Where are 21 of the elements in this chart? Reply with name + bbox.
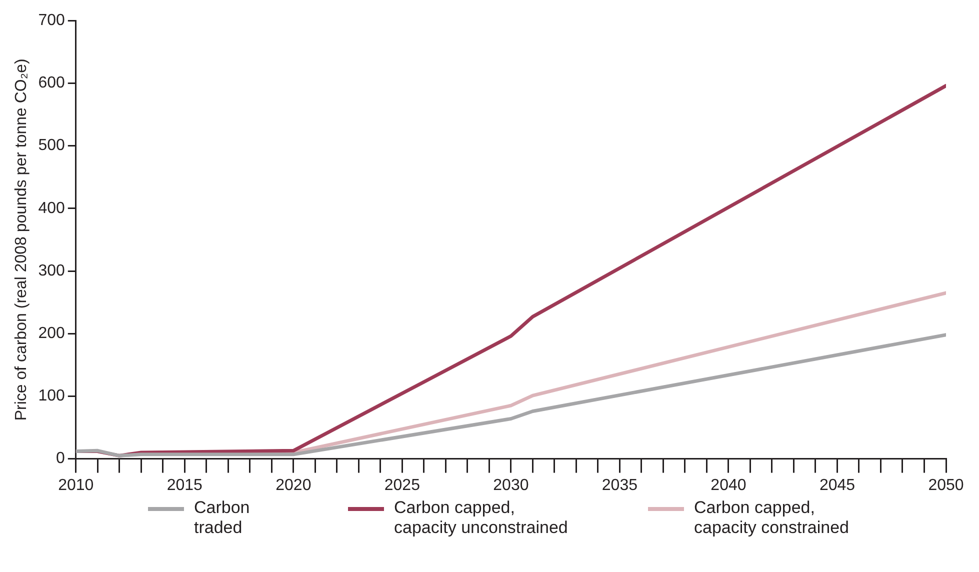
x-tick-label: 2015: [166, 476, 203, 494]
x-tick-label: 2030: [493, 476, 529, 494]
y-tick-label: 400: [38, 200, 65, 217]
legend-label: Carbon capped, capacity unconstrained: [394, 498, 569, 538]
y-tick-label: 200: [38, 325, 65, 342]
y-tick-label: 0: [56, 450, 65, 468]
y-tick-label: 700: [38, 12, 65, 30]
x-tick-label: 2050: [928, 476, 964, 494]
y-tick-label: 100: [38, 388, 65, 405]
x-tick-label: 2040: [710, 476, 746, 494]
y-tick-label: 500: [38, 137, 65, 154]
x-tick-label: 2035: [602, 476, 638, 494]
y-tick-label: 600: [38, 74, 65, 92]
legend-label: Carbon traded: [194, 498, 251, 538]
x-tick-label: 2025: [384, 476, 420, 494]
x-tick-label: 2010: [58, 476, 94, 494]
y-axis-title: Price of carbon (real 2008 pounds per tonne CO₂e): [13, 58, 30, 421]
x-tick-label: 2045: [819, 476, 856, 494]
legend-label: Carbon capped, capacity constrained: [694, 498, 850, 538]
y-tick-label: 300: [38, 262, 65, 280]
x-tick-label: 2020: [276, 476, 312, 494]
